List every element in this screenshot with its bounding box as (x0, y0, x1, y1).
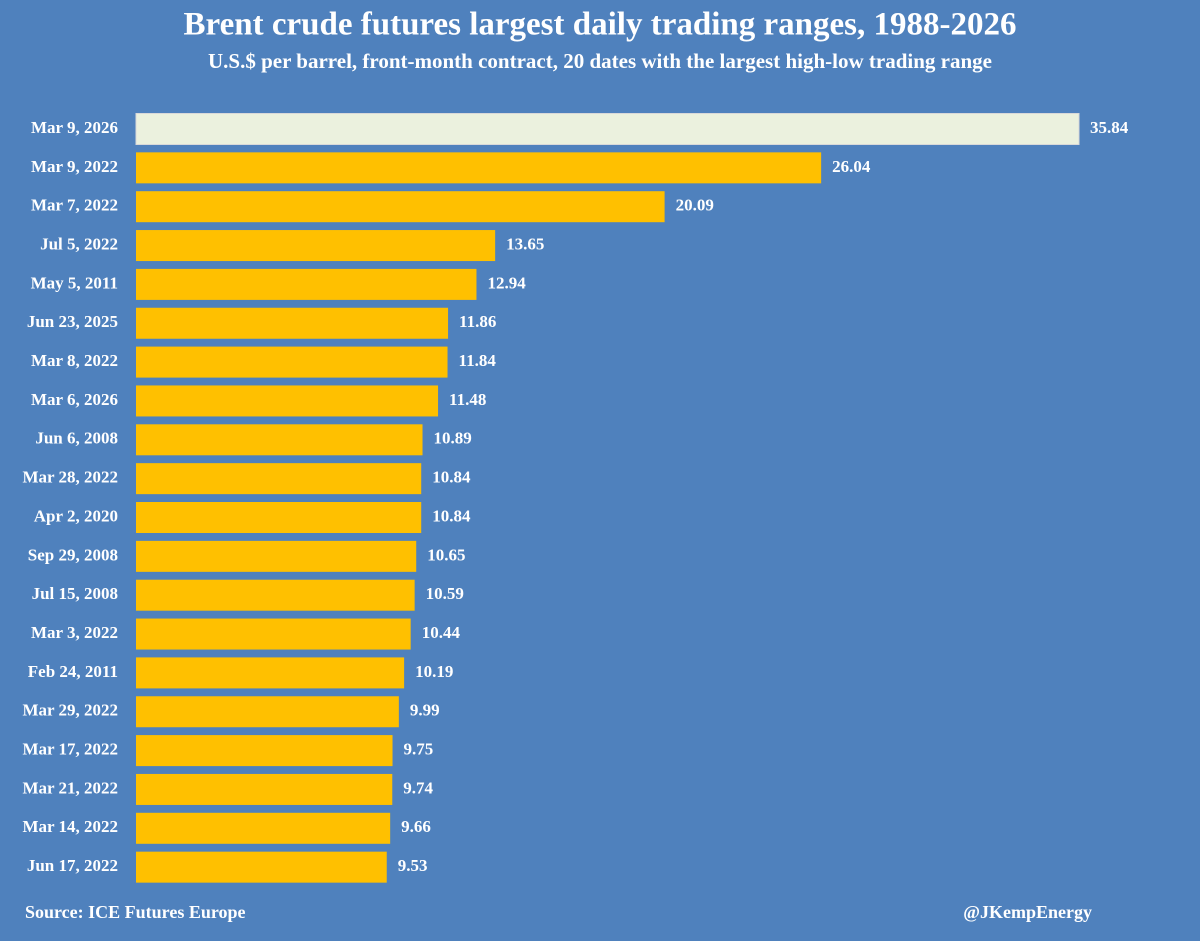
bar (136, 696, 399, 728)
data-label: 10.84 (432, 506, 471, 525)
chart-subtitle: U.S.$ per barrel, front-month contract, … (208, 49, 992, 73)
data-label: 13.65 (506, 234, 544, 253)
data-label: 10.65 (427, 545, 465, 564)
bar (136, 268, 477, 300)
y-tick-label: May 5, 2011 (31, 273, 118, 292)
y-tick-label: Jun 6, 2008 (35, 429, 118, 448)
data-label: 11.84 (459, 351, 497, 370)
bar (136, 502, 422, 533)
y-tick-label: Mar 17, 2022 (22, 740, 118, 759)
y-tick-label: Jul 5, 2022 (40, 234, 118, 253)
y-tick-label: Mar 28, 2022 (22, 468, 118, 487)
data-label: 10.59 (426, 584, 464, 603)
data-label: 26.04 (832, 157, 871, 176)
data-label: 9.66 (401, 817, 431, 836)
y-tick-label: Jun 23, 2025 (27, 312, 118, 331)
y-tick-label: Mar 9, 2022 (31, 157, 118, 176)
y-tick-label: Jun 17, 2022 (27, 856, 118, 875)
y-tick-label: Mar 21, 2022 (22, 778, 118, 797)
bar (136, 307, 449, 339)
data-label: 35.84 (1090, 118, 1129, 137)
data-label: 9.53 (398, 856, 428, 875)
bar (136, 540, 417, 572)
y-tick-label: Mar 29, 2022 (22, 701, 118, 720)
credit: @JKempEnergy (963, 902, 1092, 922)
data-label: 9.99 (410, 701, 440, 720)
y-tick-label: Mar 8, 2022 (31, 351, 118, 370)
bar (136, 385, 439, 417)
bar (136, 230, 496, 262)
bar (136, 735, 393, 767)
data-label: 10.84 (432, 468, 471, 487)
y-tick-label: Mar 3, 2022 (31, 623, 118, 642)
source: Source: ICE Futures Europe (25, 902, 246, 922)
bar (136, 424, 423, 456)
y-tick-label: Sep 29, 2008 (28, 545, 118, 564)
bar (136, 152, 822, 184)
y-tick-label: Mar 14, 2022 (22, 817, 118, 836)
data-label: 9.74 (403, 778, 433, 797)
chart-title: Brent crude futures largest daily tradin… (184, 7, 1017, 43)
data-label: 10.19 (415, 662, 453, 681)
bar (136, 812, 391, 844)
y-tick-label: Mar 9, 2026 (31, 118, 118, 137)
y-tick-label: Jul 15, 2008 (32, 584, 118, 603)
bar (136, 851, 387, 883)
bar (136, 618, 411, 650)
bar (136, 346, 448, 378)
bar (135, 113, 1080, 145)
bar (136, 191, 665, 223)
bar (136, 579, 415, 611)
y-tick-label: Mar 7, 2022 (31, 196, 118, 215)
data-label: 9.75 (404, 740, 434, 759)
bar (136, 657, 405, 689)
data-label: 20.09 (676, 196, 714, 215)
data-label: 10.44 (422, 623, 461, 642)
y-tick-label: Apr 2, 2020 (34, 506, 118, 525)
y-tick-label: Mar 6, 2026 (31, 390, 118, 409)
bar (136, 773, 393, 805)
bar (136, 463, 422, 495)
data-label: 10.89 (434, 429, 472, 448)
data-label: 11.86 (459, 312, 496, 331)
data-label: 11.48 (449, 390, 486, 409)
data-label: 12.94 (487, 273, 526, 292)
y-tick-label: Feb 24, 2011 (28, 662, 118, 681)
